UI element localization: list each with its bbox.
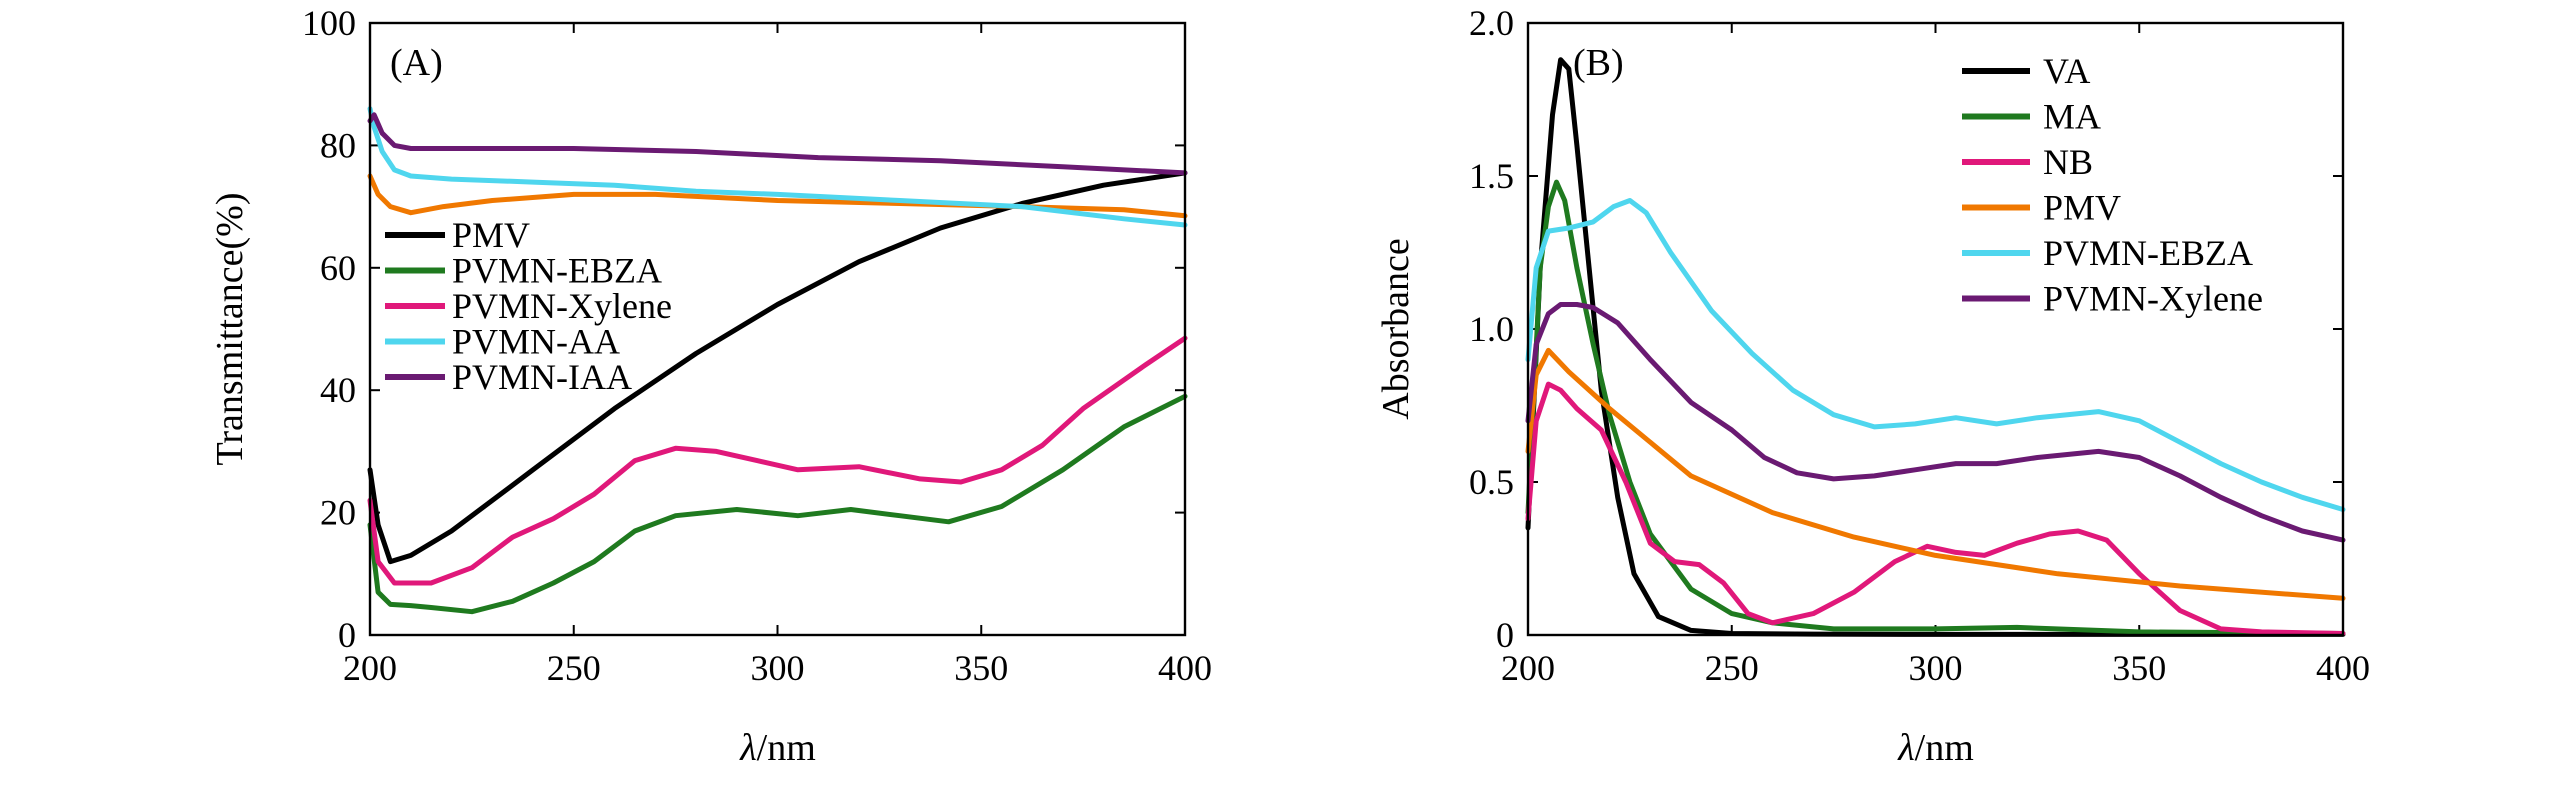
- panel-a-y-tick-label: 20: [320, 493, 356, 533]
- panel-b-y-tick-label: 2.0: [1469, 3, 1514, 43]
- panel-b-series-ma: [1525, 179, 2346, 636]
- panel-a-series-pvmn-xylene: [367, 335, 1188, 586]
- panel-a-x-tick-label: 350: [954, 648, 1008, 688]
- panel-b-x-tick-label: 350: [2112, 648, 2166, 688]
- panel-a-ticks: 200 250 300 350 400 0 20 40 60 80 100: [302, 3, 1212, 688]
- panel-b-series-pvmn-ebza: [1525, 198, 2346, 512]
- panel-b-legend: VA MA NB PMV PVMN-EBZA PVMN-Xylene: [1962, 51, 2263, 319]
- panel-b-plot-frame: [1526, 21, 2345, 637]
- panel-b-x-axis-title-unit: /nm: [1915, 727, 1974, 769]
- panel-a-x-axis-title-symbol: λ: [739, 727, 756, 769]
- panel-a-label: (A): [390, 42, 443, 84]
- panel-a-series-pvmn-ebza: [367, 393, 1188, 615]
- panel-a-y-axis-title: Transmittance(%): [209, 193, 251, 466]
- panel-a-plot-frame: [368, 21, 1187, 637]
- panel-b-series-nb: [1525, 381, 2346, 636]
- panel-a-legend-label-pvmn-xylene: PVMN-Xylene: [452, 286, 672, 326]
- panel-b-y-tick-label: 1.0: [1469, 309, 1514, 349]
- panel-a-legend-label-pvmn-ebza: PVMN-EBZA: [452, 251, 662, 291]
- panel-a-y-tick-label: 40: [320, 370, 356, 410]
- panel-b-x-tick-label: 300: [1909, 648, 1963, 688]
- panel-b-y-tick-label: 0: [1496, 615, 1514, 655]
- panel-b-legend-label-ma: MA: [2043, 97, 2101, 137]
- panel-a-x-tick-label: 400: [1158, 648, 1212, 688]
- panel-b-y-tick-label: 1.5: [1469, 156, 1514, 196]
- panel-a-legend-label-pvmn-iaa: PVMN-IAA: [452, 357, 632, 397]
- panel-a-series-group: [367, 106, 1188, 615]
- panel-b-series-group: [1525, 57, 2346, 637]
- panel-a-series-pvmn-iaa: [367, 112, 1188, 176]
- panel-b-label: (B): [1573, 42, 1624, 84]
- panel-b-legend-label-pvmn-ebza: PVMN-EBZA: [2043, 233, 2253, 273]
- panel-b-x-tick-label: 250: [1705, 648, 1759, 688]
- panel-b-legend-label-pvmn-xylene: PVMN-Xylene: [2043, 279, 2263, 319]
- panel-b-x-axis-title: λ/nm: [1897, 727, 1974, 769]
- panel-b-y-tick-label: 0.5: [1469, 462, 1514, 502]
- panel-a-y-tick-label: 100: [302, 3, 356, 43]
- panel-a-x-axis-title-unit: /nm: [757, 727, 816, 769]
- panel-b-x-tick-label: 200: [1501, 648, 1555, 688]
- panel-a-x-tick-label: 250: [547, 648, 601, 688]
- panel-b-legend-label-va: VA: [2043, 51, 2090, 91]
- panel-a-x-tick-label: 300: [751, 648, 805, 688]
- panel-b-x-tick-label: 400: [2316, 648, 2370, 688]
- panel-a-series-pvmn-aa: [367, 106, 1188, 228]
- panel-b-absorbance-chart: 200 250 300 350 400 0 0.5 1.0 1.5 2.0 (B) VA MA NB P…: [1375, 3, 2370, 769]
- panel-b-legend-label-nb: NB: [2043, 142, 2093, 182]
- panel-b-y-axis-title: Absorbance: [1375, 238, 1417, 419]
- panel-b-ticks: 200 250 300 350 400 0 0.5 1.0 1.5 2.0: [1469, 3, 2370, 688]
- panel-b-series-pmv: [1525, 347, 2346, 601]
- panel-a-y-tick-label: 80: [320, 125, 356, 165]
- panel-b-series-pvmn-xylene: [1525, 302, 2346, 543]
- panel-a-x-axis-title: λ/nm: [739, 727, 816, 769]
- panel-a-y-tick-label: 0: [338, 615, 356, 655]
- panel-a-y-tick-label: 60: [320, 248, 356, 288]
- panel-a-legend-label-pvmn-aa: PVMN-AA: [452, 322, 620, 362]
- panel-a-legend-label-pmv: PMV: [452, 215, 530, 255]
- panel-a-x-tick-label: 200: [343, 648, 397, 688]
- panel-b-legend-label-pmv: PMV: [2043, 188, 2121, 228]
- panel-b-x-axis-title-symbol: λ: [1897, 727, 1914, 769]
